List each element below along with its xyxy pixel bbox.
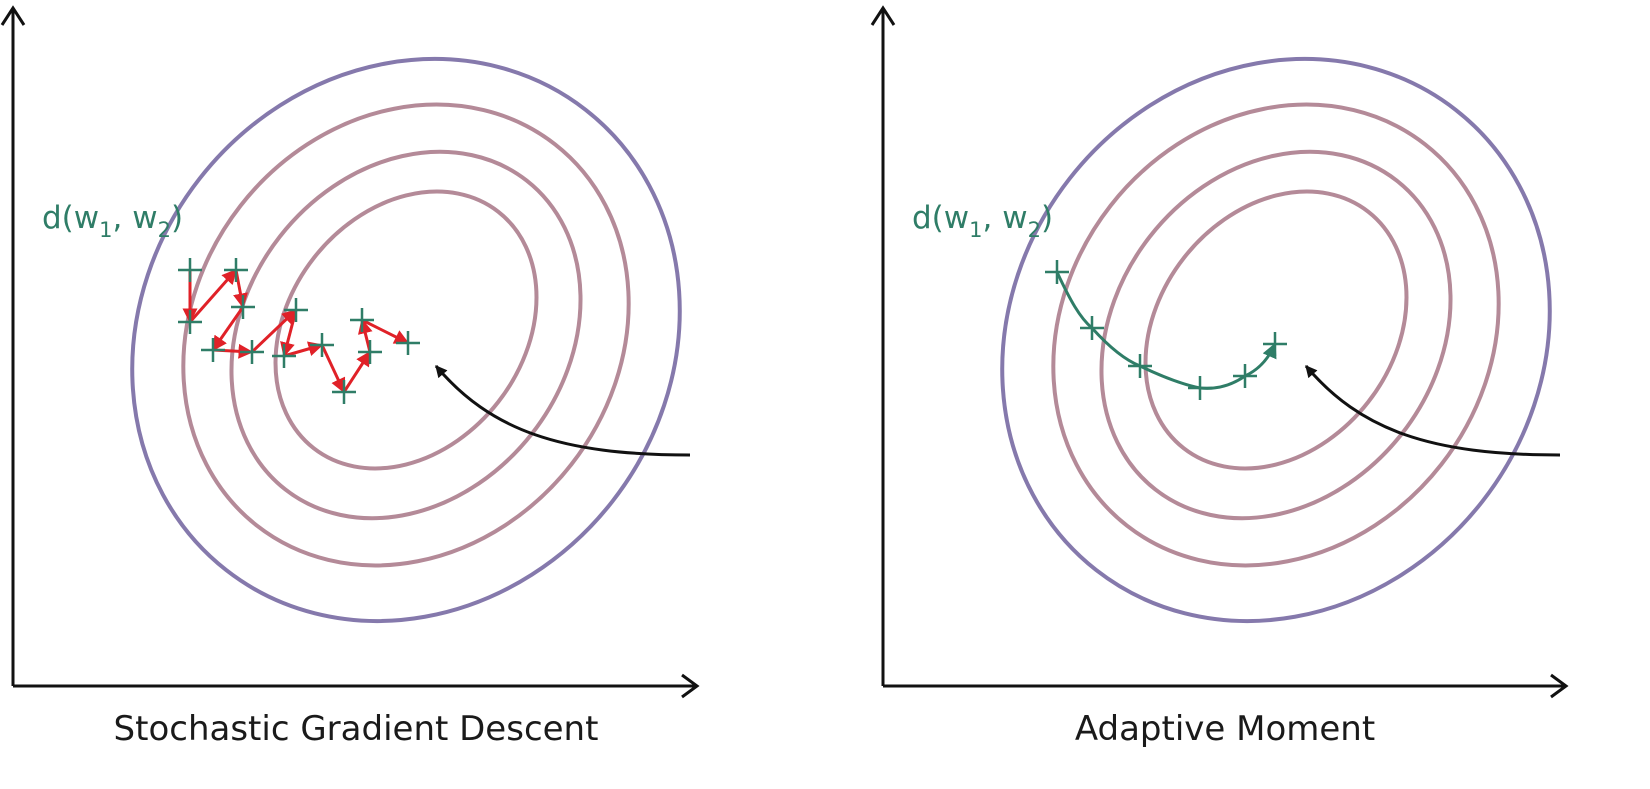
minimum-pointer-arrow bbox=[434, 365, 691, 457]
axes bbox=[0, 5, 700, 699]
contour-3 bbox=[181, 102, 631, 568]
contour-1 bbox=[273, 189, 539, 471]
point-label: d(w1, w2) bbox=[42, 200, 183, 242]
step-marker bbox=[178, 310, 202, 334]
minimum-pointer-arrow bbox=[1304, 365, 1561, 457]
adam-markers bbox=[1045, 260, 1287, 400]
panel-caption: Adaptive Moment bbox=[1075, 709, 1375, 749]
step-marker bbox=[332, 380, 356, 404]
contour-2 bbox=[229, 149, 583, 521]
contour-3 bbox=[1051, 102, 1501, 568]
sgd-step bbox=[320, 344, 346, 394]
sgd-markers bbox=[178, 258, 420, 404]
point-label: d(w1, w2) bbox=[912, 200, 1053, 242]
y-axis-arrowhead bbox=[0, 5, 26, 26]
step-marker bbox=[224, 258, 248, 282]
contour-outer bbox=[130, 56, 682, 624]
step-marker bbox=[358, 340, 382, 364]
sgd-path bbox=[182, 268, 410, 394]
sgd-step bbox=[211, 306, 245, 352]
panel-caption: Stochastic Gradient Descent bbox=[114, 709, 599, 749]
contour-1 bbox=[1143, 189, 1409, 471]
sgd-step bbox=[280, 309, 298, 358]
y-axis-arrowhead bbox=[870, 5, 896, 26]
x-axis-arrowhead bbox=[681, 673, 700, 699]
sgd-step bbox=[188, 268, 238, 323]
step-marker bbox=[1045, 260, 1069, 284]
step-marker bbox=[1188, 376, 1212, 400]
sgd-step bbox=[357, 318, 373, 353]
step-marker bbox=[1233, 364, 1257, 388]
sgd-step bbox=[250, 308, 298, 354]
step-marker bbox=[201, 338, 225, 362]
step-marker bbox=[284, 298, 308, 322]
step-marker bbox=[1263, 332, 1287, 356]
step-marker bbox=[350, 308, 374, 332]
step-marker bbox=[310, 333, 334, 357]
sgd-step bbox=[361, 318, 410, 345]
step-marker bbox=[1080, 316, 1104, 340]
sgd-step bbox=[283, 341, 324, 358]
step-marker bbox=[231, 295, 255, 319]
contours bbox=[1000, 56, 1552, 624]
step-marker bbox=[178, 258, 202, 282]
step-marker bbox=[1128, 354, 1152, 378]
step-marker bbox=[272, 344, 296, 368]
step-marker bbox=[396, 331, 420, 355]
axes bbox=[870, 5, 1569, 699]
step-marker bbox=[240, 340, 264, 364]
sgd-step bbox=[342, 350, 372, 393]
panel-sgd: d(w1, w2) Stochastic Gradient Descent bbox=[0, 5, 700, 749]
x-axis-arrowhead bbox=[1550, 673, 1569, 699]
panel-adam: d(w1, w2) Adaptive Moment bbox=[870, 5, 1569, 749]
contour-outer bbox=[1000, 56, 1552, 624]
contours bbox=[130, 56, 682, 624]
